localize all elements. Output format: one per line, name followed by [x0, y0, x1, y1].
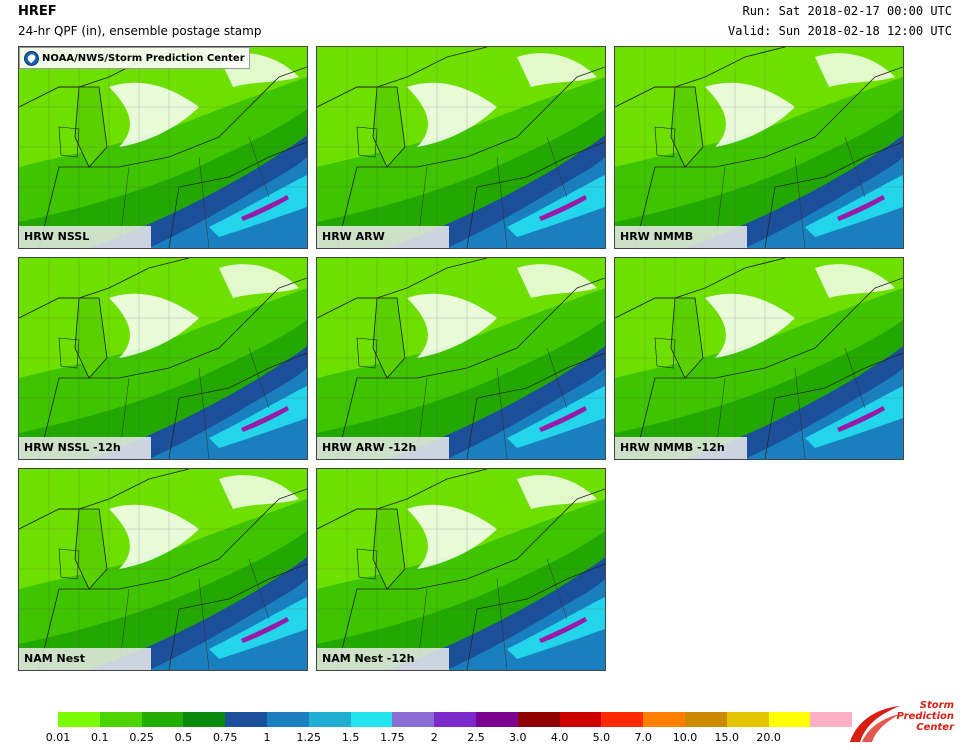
color-bar-swatch	[601, 712, 644, 727]
spc-logo-line3: Center	[916, 722, 954, 733]
credit-text: NOAA/NWS/Storm Prediction Center	[42, 52, 245, 64]
postage-stamp-panel: NAM Nest	[18, 468, 308, 671]
color-bar-label: 4.0	[550, 731, 569, 744]
postage-stamp-panel: HRW ARW -12h	[316, 257, 606, 460]
color-bar-swatch	[768, 712, 811, 727]
color-bar-swatch	[141, 712, 184, 727]
color-bar-swatch	[810, 712, 853, 727]
postage-stamp-panel: HRW NSSL -12h	[18, 257, 308, 460]
qpf-map	[317, 258, 605, 459]
qpf-map	[19, 47, 307, 248]
color-bar-swatch	[308, 712, 351, 727]
panel-label: HRW NMMB	[615, 226, 747, 248]
postage-stamp-panel: HRW ARW	[316, 46, 606, 249]
color-bar-swatch	[350, 712, 393, 727]
postage-stamp-panel: HRW NSSL NOAA/NWS/Storm Prediction Center	[18, 46, 308, 249]
color-bar-swatch	[475, 712, 518, 727]
color-bar-label: 20.0	[756, 731, 781, 744]
color-bar-labels: 0.01 0.1 0.25 0.5 0.75 1 1.25 1.5 1.75 2 2.5 3.0 4.0…	[38, 731, 838, 745]
postage-stamp-panel: HRW NMMB	[614, 46, 904, 249]
color-bar-label: 0.25	[129, 731, 154, 744]
noaa-credit: NOAA/NWS/Storm Prediction Center	[19, 47, 250, 69]
noaa-logo-icon	[24, 50, 39, 66]
color-bar-label: 15.0	[714, 731, 740, 744]
panel-label: HRW ARW	[317, 226, 449, 248]
color-bar-label: 2.5	[467, 731, 485, 744]
panel-label: HRW NSSL	[19, 226, 151, 248]
qpf-map	[19, 469, 307, 670]
color-bar-swatch	[684, 712, 727, 727]
valid-time: Valid: Sun 2018-02-18 12:00 UTC	[728, 24, 952, 38]
color-bar-swatch	[58, 712, 100, 727]
header-subtitle: 24-hr QPF (in), ensemble postage stamp	[18, 24, 262, 38]
color-bar-label: 1.75	[380, 731, 405, 744]
spc-logo-line2: Prediction	[896, 711, 954, 722]
color-bar-swatch	[225, 712, 267, 727]
color-bar-label: 5.0	[592, 731, 611, 744]
color-bar-swatch	[99, 712, 142, 727]
postage-stamp-panel: NAM Nest -12h	[316, 468, 606, 671]
color-bar-label: 2	[430, 731, 438, 744]
panel-label: HRW NMMB -12h	[615, 437, 747, 459]
color-bar-label: 1	[263, 731, 271, 744]
color-bar-label: 3.0	[509, 731, 527, 744]
panel-label: NAM Nest	[19, 648, 151, 670]
color-bar-swatch	[266, 712, 309, 727]
spc-logo: Storm Prediction Center	[846, 698, 956, 748]
color-bar-label: 7.0	[634, 731, 652, 744]
color-bar-swatch	[643, 712, 685, 727]
color-bar-swatch	[183, 712, 226, 727]
header-title: HREF	[18, 4, 57, 19]
color-bar-swatch	[517, 712, 560, 727]
color-bar-label: 10.0	[672, 731, 698, 744]
color-bar-swatch	[392, 712, 435, 727]
qpf-map	[317, 469, 605, 670]
panel-label: HRW NSSL -12h	[19, 437, 151, 459]
color-bar-swatch	[559, 712, 602, 727]
postage-stamp-panel: HRW NMMB -12h	[614, 257, 904, 460]
color-bar-label: 1.25	[296, 731, 322, 744]
spc-logo-line1: Storm	[919, 700, 954, 711]
panel-label: NAM Nest -12h	[317, 648, 449, 670]
color-bar	[58, 712, 853, 727]
color-bar-label: 0.01	[45, 731, 71, 744]
color-bar-label: 1.5	[341, 731, 360, 744]
qpf-map	[615, 47, 903, 248]
color-bar-label: 0.75	[212, 731, 238, 744]
color-bar-swatch	[434, 712, 476, 727]
color-bar-label: 0.5	[174, 731, 193, 744]
spc-swoosh-icon	[850, 706, 900, 742]
color-bar-swatch	[726, 712, 769, 727]
qpf-map	[615, 258, 903, 459]
color-bar-label: 0.1	[91, 731, 109, 744]
run-time: Run: Sat 2018-02-17 00:00 UTC	[742, 4, 952, 18]
panel-label: HRW ARW -12h	[317, 437, 449, 459]
qpf-map	[317, 47, 605, 248]
qpf-map	[19, 258, 307, 459]
